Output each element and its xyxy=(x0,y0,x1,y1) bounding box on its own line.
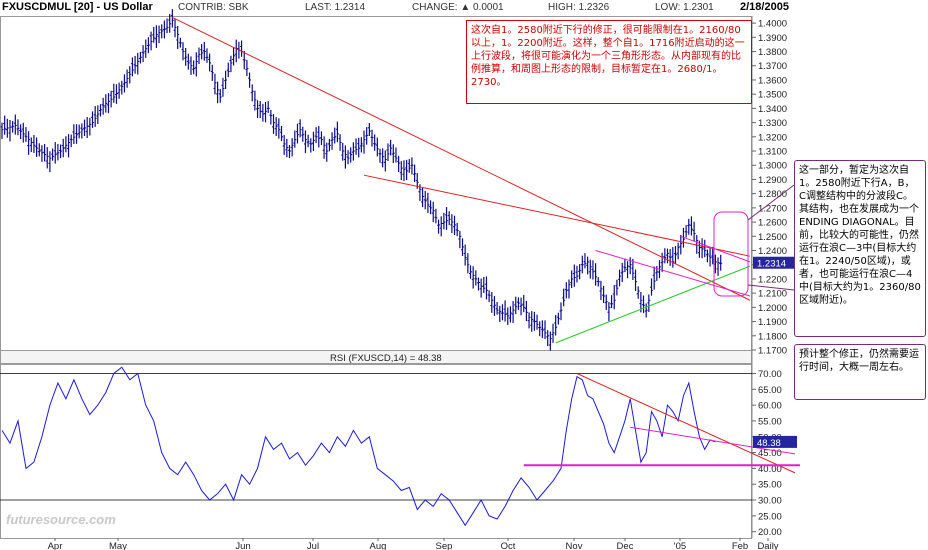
rsi-tick-label: 60.00 xyxy=(758,401,782,412)
x-tick-label: Dec xyxy=(617,541,634,550)
change-label: CHANGE: ▲ 0.0001 xyxy=(412,2,504,13)
chart-header: FXUSCDMUL [20] - US Dollar CONTRIB: SBK … xyxy=(0,0,928,16)
price-tick-label: 1.2200 xyxy=(758,274,787,285)
rsi-line xyxy=(1,366,716,527)
x-tick-label: Aug xyxy=(370,541,387,550)
x-tick-label: '05 xyxy=(674,541,686,550)
x-tick-label: Nov xyxy=(566,541,583,550)
price-tick-label: 1.3700 xyxy=(758,61,787,72)
price-tick-label: 1.3400 xyxy=(758,104,787,115)
price-tick-label: 1.2700 xyxy=(758,203,787,214)
price-tick-label: 1.3200 xyxy=(758,132,787,143)
low-label: LOW: 1.2301 xyxy=(655,2,714,13)
x-tick-label: Daily xyxy=(757,541,778,550)
rsi-title: RSI (FXUSCD,14) = 48.38 xyxy=(330,353,442,364)
price-tick-label: 1.3800 xyxy=(758,47,787,58)
last-price-tag-label: 1.2314 xyxy=(757,259,786,270)
price-tick-label: 1.3500 xyxy=(758,90,787,101)
high-label: HIGH: 1.2326 xyxy=(548,2,610,13)
x-tick-label: Apr xyxy=(48,541,63,550)
annotation-note-duration: 预计整个修正，仍然需要运行时间，大概一周左右。 xyxy=(794,344,926,400)
price-tick-label: 1.2400 xyxy=(758,246,787,257)
wave-highlight-ellipse xyxy=(713,211,749,297)
watermark: futuresource.com xyxy=(6,512,116,527)
rsi-tick-label: 40.00 xyxy=(758,464,782,475)
rsi-tick-label: 45.00 xyxy=(758,448,782,459)
price-tick-label: 1.2500 xyxy=(758,232,787,243)
rsi-tick-label: 65.00 xyxy=(758,385,782,396)
price-tick-label: 1.2600 xyxy=(758,218,787,229)
price-tick-label: 1.1700 xyxy=(758,346,787,357)
callout-connector xyxy=(747,184,795,221)
price-trendline xyxy=(680,235,751,263)
price-tick-label: 1.2000 xyxy=(758,303,787,314)
x-tick-label: Jul xyxy=(307,541,319,550)
contrib-label: CONTRIB: SBK xyxy=(178,2,249,13)
symbol-title: FXUSCDMUL [20] - US Dollar xyxy=(2,1,153,13)
rsi-tick-label: 70.00 xyxy=(758,369,782,380)
price-tick-label: 1.2900 xyxy=(758,175,787,186)
price-trendline xyxy=(172,16,751,301)
price-tick-label: 1.3600 xyxy=(758,75,787,86)
x-tick-label: Oct xyxy=(501,541,516,550)
rsi-tick-label: 20.00 xyxy=(758,527,782,538)
x-tick-label: Feb xyxy=(732,541,748,550)
price-tick-label: 1.2100 xyxy=(758,289,787,300)
last-price-tag xyxy=(753,256,797,269)
price-trendline xyxy=(595,250,751,297)
price-tick-label: 1.1800 xyxy=(758,331,787,342)
price-trendline xyxy=(363,174,751,257)
callout-connector xyxy=(747,284,795,291)
price-tick-label: 1.3900 xyxy=(758,33,787,44)
x-tick-label: May xyxy=(109,541,127,550)
rsi-trendline xyxy=(630,426,796,455)
rsi-last-tag xyxy=(753,435,797,448)
last-price-label: LAST: 1.2314 xyxy=(305,2,366,13)
price-tick-label: 1.3300 xyxy=(758,118,787,129)
date-label: 2/18/2005 xyxy=(740,1,789,13)
price-tick-label: 1.2800 xyxy=(758,189,787,200)
rsi-trendline xyxy=(576,373,796,474)
annotation-note-main: 这次自1。2580附近下行的修正，很可能限制在1。2160/80以上，1。220… xyxy=(466,20,752,104)
rsi-tick-label: 25.00 xyxy=(758,511,782,522)
price-tick-label: 1.1900 xyxy=(758,317,787,328)
price-trendline xyxy=(555,265,751,344)
rsi-last-tag-label: 48.38 xyxy=(757,438,781,449)
rsi-tick-label: 30.00 xyxy=(758,496,782,507)
x-tick-label: Jun xyxy=(235,541,250,550)
annotation-note-wave-c: 这一部分，暂定为这次自1。2580附近下行A，B，C调整结构中的分波段C。其结构… xyxy=(794,160,926,337)
rsi-tick-label: 55.00 xyxy=(758,416,782,427)
price-tick-label: 1.3100 xyxy=(758,147,787,158)
price-tick-label: 1.4000 xyxy=(758,19,787,30)
price-tick-label: 1.3000 xyxy=(758,161,787,172)
x-tick-label: Sep xyxy=(436,541,453,550)
rsi-tick-label: 35.00 xyxy=(758,480,782,491)
